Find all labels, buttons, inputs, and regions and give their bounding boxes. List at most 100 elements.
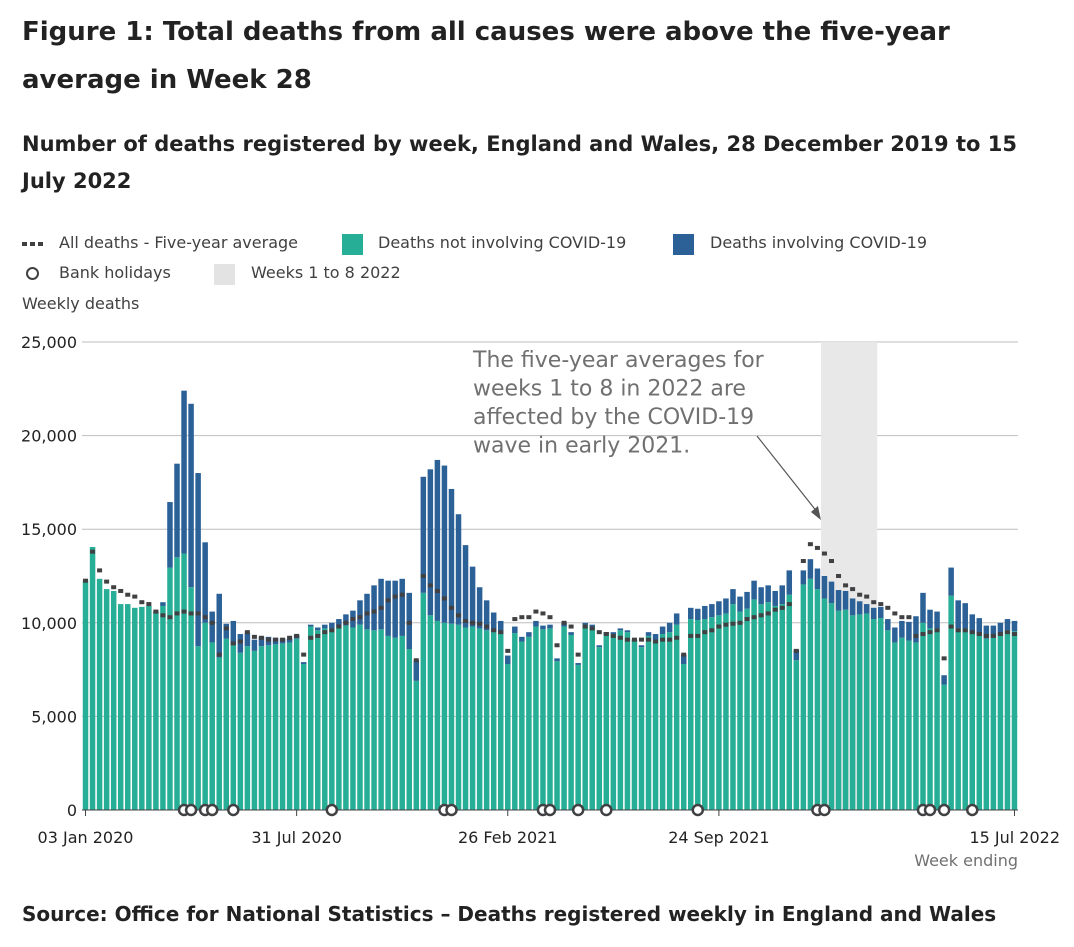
bar-covid (1004, 619, 1011, 631)
bar-non-covid (849, 615, 856, 810)
bank-holiday-marker (600, 803, 613, 817)
average-marker (631, 637, 637, 642)
bar-non-covid (800, 584, 807, 810)
bar-covid (673, 613, 680, 625)
average-marker (195, 611, 201, 616)
bar-covid (610, 632, 617, 635)
bar-non-covid (132, 607, 138, 810)
average-marker (167, 615, 173, 620)
bar-non-covid (751, 599, 757, 810)
legend-bank-holidays-label: Bank holidays (59, 263, 171, 282)
bar-covid (793, 649, 800, 661)
chart-subtitle: Number of deaths registered by week, Eng… (22, 132, 1017, 193)
bar-non-covid (842, 609, 849, 810)
average-marker (646, 637, 652, 642)
average-marker (983, 633, 989, 638)
bar-non-covid (793, 660, 800, 810)
bar-non-covid (688, 619, 694, 810)
legend-covid-label: Deaths involving COVID-19 (710, 233, 927, 252)
average-marker (202, 615, 208, 620)
bar-non-covid (174, 557, 180, 810)
bar-non-covid (568, 634, 574, 810)
average-marker (814, 545, 820, 550)
average-marker (434, 588, 440, 593)
average-marker (885, 605, 891, 610)
bar-non-covid (364, 629, 370, 810)
bar-covid (976, 618, 983, 635)
average-marker (392, 594, 398, 599)
bar-non-covid (821, 598, 828, 810)
bar-covid (920, 592, 926, 623)
bar-covid (216, 593, 222, 658)
bar-non-covid (448, 623, 455, 810)
bar-non-covid (329, 628, 335, 810)
bank-holiday-ring-icon (26, 267, 39, 280)
bar-covid (849, 598, 856, 616)
bar-non-covid (666, 632, 673, 810)
average-marker (793, 648, 799, 653)
bar-covid (870, 607, 877, 620)
average-marker (695, 633, 701, 638)
bar-covid (322, 624, 328, 629)
bar-covid (230, 620, 237, 646)
average-marker (751, 615, 757, 620)
bar-non-covid (920, 622, 926, 810)
average-marker (969, 630, 975, 635)
bar-non-covid (709, 617, 715, 810)
average-marker (470, 620, 476, 625)
average-marker (322, 630, 328, 635)
bar-covid (800, 570, 807, 585)
bar-non-covid (202, 622, 208, 810)
bar-covid (751, 580, 757, 600)
bar-non-covid (469, 626, 476, 810)
bar-non-covid (828, 603, 835, 810)
bar-covid (878, 606, 884, 619)
average-marker (730, 621, 736, 626)
average-marker (463, 618, 469, 623)
average-marker (519, 615, 525, 620)
x-tick-label: 31 Jul 2020 (251, 828, 342, 847)
bar-non-covid (631, 641, 638, 810)
bar-covid (258, 636, 265, 647)
bar-non-covid (505, 663, 511, 810)
bar-non-covid (835, 610, 842, 810)
bar-covid (730, 589, 736, 605)
average-marker (976, 632, 982, 637)
bar-non-covid (526, 636, 532, 810)
average-marker (104, 579, 110, 584)
bar-covid (856, 601, 863, 615)
average-marker (223, 626, 229, 631)
average-marker (265, 637, 271, 642)
bar-non-covid (209, 642, 215, 810)
bar-non-covid (716, 615, 722, 810)
bar-covid (526, 632, 532, 637)
average-marker (962, 628, 968, 633)
bar-covid (990, 625, 997, 638)
bar-non-covid (427, 615, 434, 810)
bar-covid (469, 566, 476, 627)
bar-non-covid (490, 632, 497, 810)
bar-non-covid (103, 589, 110, 810)
bank-holiday-marker (923, 803, 937, 817)
average-marker (441, 596, 447, 601)
legend-weeks-shaded-swatch (214, 264, 235, 285)
bar-covid (695, 608, 701, 620)
average-marker (674, 635, 680, 640)
bar-covid (223, 623, 230, 639)
bar-non-covid (765, 602, 771, 810)
bar-covid (427, 469, 434, 616)
bar-covid (899, 620, 905, 638)
bar-non-covid (223, 638, 230, 810)
average-marker (258, 635, 264, 640)
average-marker (807, 542, 813, 547)
average-marker (990, 633, 996, 638)
average-marker (892, 611, 898, 616)
average-marker (906, 615, 912, 620)
average-marker (350, 617, 356, 622)
average-marker (526, 615, 532, 620)
average-marker (850, 587, 856, 592)
bar-non-covid (941, 684, 947, 810)
bar-non-covid (350, 627, 356, 810)
bar-covid (343, 614, 349, 626)
bar-covid (596, 645, 603, 648)
